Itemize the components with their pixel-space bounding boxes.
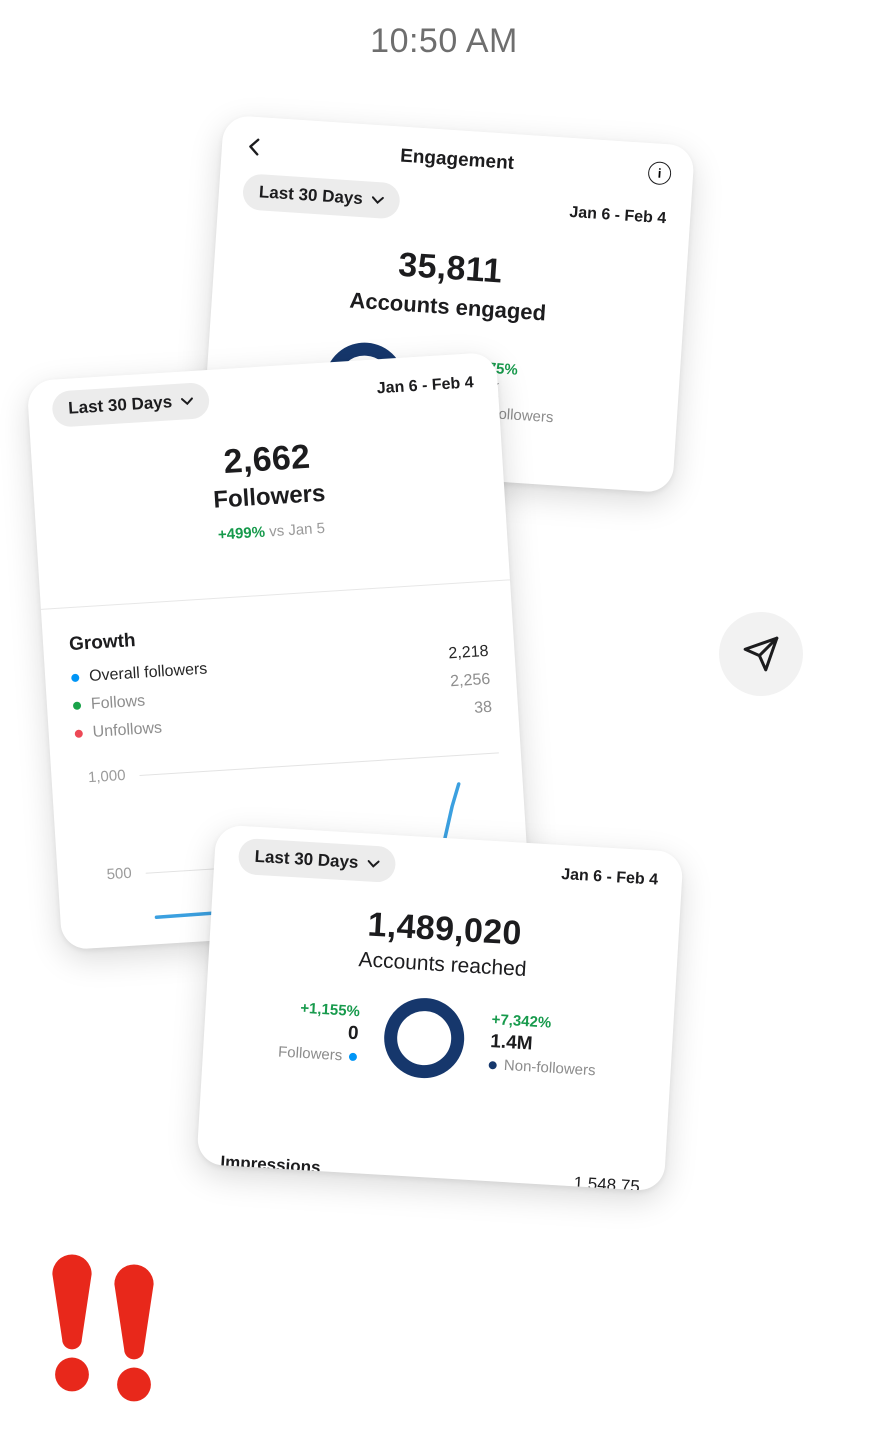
followers-delta-context: vs Jan 5 (268, 519, 326, 541)
growth-row-value: 38 (473, 698, 493, 717)
y-axis-tick: 1,000 (87, 766, 127, 787)
impressions-row[interactable]: Impressions 1,548,75 (196, 1151, 664, 1192)
growth-row-label: Overall followers (88, 660, 208, 685)
chevron-down-icon (180, 397, 193, 406)
exclamation-mark-icon (52, 1254, 92, 1392)
follows-dot-icon (72, 701, 82, 711)
date-range: Jan 6 - Feb 4 (568, 203, 667, 228)
followers-delta: +499% (217, 523, 266, 544)
followers-label-row: Followers (278, 1043, 358, 1065)
reach-filter-row: Last 30 Days Jan 6 - Feb 4 (214, 824, 684, 900)
followers-filter-row: Last 30 Days Jan 6 - Feb 4 (27, 352, 499, 429)
growth-row-value: 2,256 (449, 670, 491, 691)
non-followers-stat: +7,342% 1.4M Non-followers (488, 1011, 598, 1079)
exclamation-mark-icon (114, 1264, 154, 1402)
non-followers-delta: +7,342% (491, 1011, 552, 1032)
date-filter-label: Last 30 Days (258, 182, 364, 209)
back-button[interactable] (241, 133, 269, 161)
impressions-label: Impressions (219, 1152, 322, 1178)
reach-donut-chart (382, 995, 467, 1081)
section-divider (40, 579, 511, 610)
followers-stat: +1,155% 0 Followers (278, 999, 361, 1066)
chevron-down-icon (371, 196, 384, 205)
followers-label: Followers (277, 1043, 343, 1065)
non-followers-label-row: Non-followers (488, 1056, 596, 1079)
date-filter-dropdown[interactable]: Last 30 Days (237, 837, 397, 884)
reach-breakdown: +1,155% 0 Followers +7,342% 1.4M Non-fol… (202, 985, 674, 1093)
overall-followers-dot-icon (71, 673, 80, 683)
date-filter-dropdown[interactable]: Last 30 Days (241, 173, 401, 220)
engagement-card: Engagement i Last 30 Days Jan 6 - Feb 4 … (200, 114, 696, 494)
info-icon: i (647, 161, 672, 186)
growth-row-label: Follows (90, 692, 146, 713)
page-title: Engagement (399, 145, 515, 174)
followers-delta: +1,155% (299, 999, 361, 1021)
engagement-header: Engagement i (221, 115, 695, 191)
chevron-down-icon (367, 860, 380, 868)
date-range: Jan 6 - Feb 4 (376, 374, 475, 398)
growth-row-label: Unfollows (92, 719, 163, 741)
date-filter-label: Last 30 Days (67, 392, 173, 418)
reach-card: Last 30 Days Jan 6 - Feb 4 1,489,020 Acc… (196, 824, 684, 1192)
info-button[interactable]: i (645, 159, 674, 188)
non-followers-value: 1.4M (489, 1031, 534, 1055)
engagement-filter-row: Last 30 Days Jan 6 - Feb 4 (218, 160, 692, 239)
non-followers-label: Non-followers (503, 1056, 596, 1080)
followers-dot-icon (348, 1052, 358, 1061)
date-filter-label: Last 30 Days (254, 846, 360, 872)
date-range: Jan 6 - Feb 4 (560, 865, 659, 889)
impressions-value: 1,548,75 (573, 1173, 641, 1192)
status-time: 10:50 AM (370, 22, 518, 60)
share-button[interactable] (719, 612, 803, 696)
non-followers-dot-icon (488, 1060, 498, 1069)
unfollows-dot-icon (74, 729, 84, 738)
date-filter-dropdown[interactable]: Last 30 Days (51, 381, 211, 428)
growth-row-value: 2,218 (447, 642, 489, 663)
double-exclamation-emoji (48, 1250, 158, 1402)
y-axis-tick: 500 (106, 864, 133, 884)
send-icon (743, 636, 779, 672)
followers-value: 0 (347, 1022, 360, 1045)
chevron-left-icon (249, 138, 260, 156)
